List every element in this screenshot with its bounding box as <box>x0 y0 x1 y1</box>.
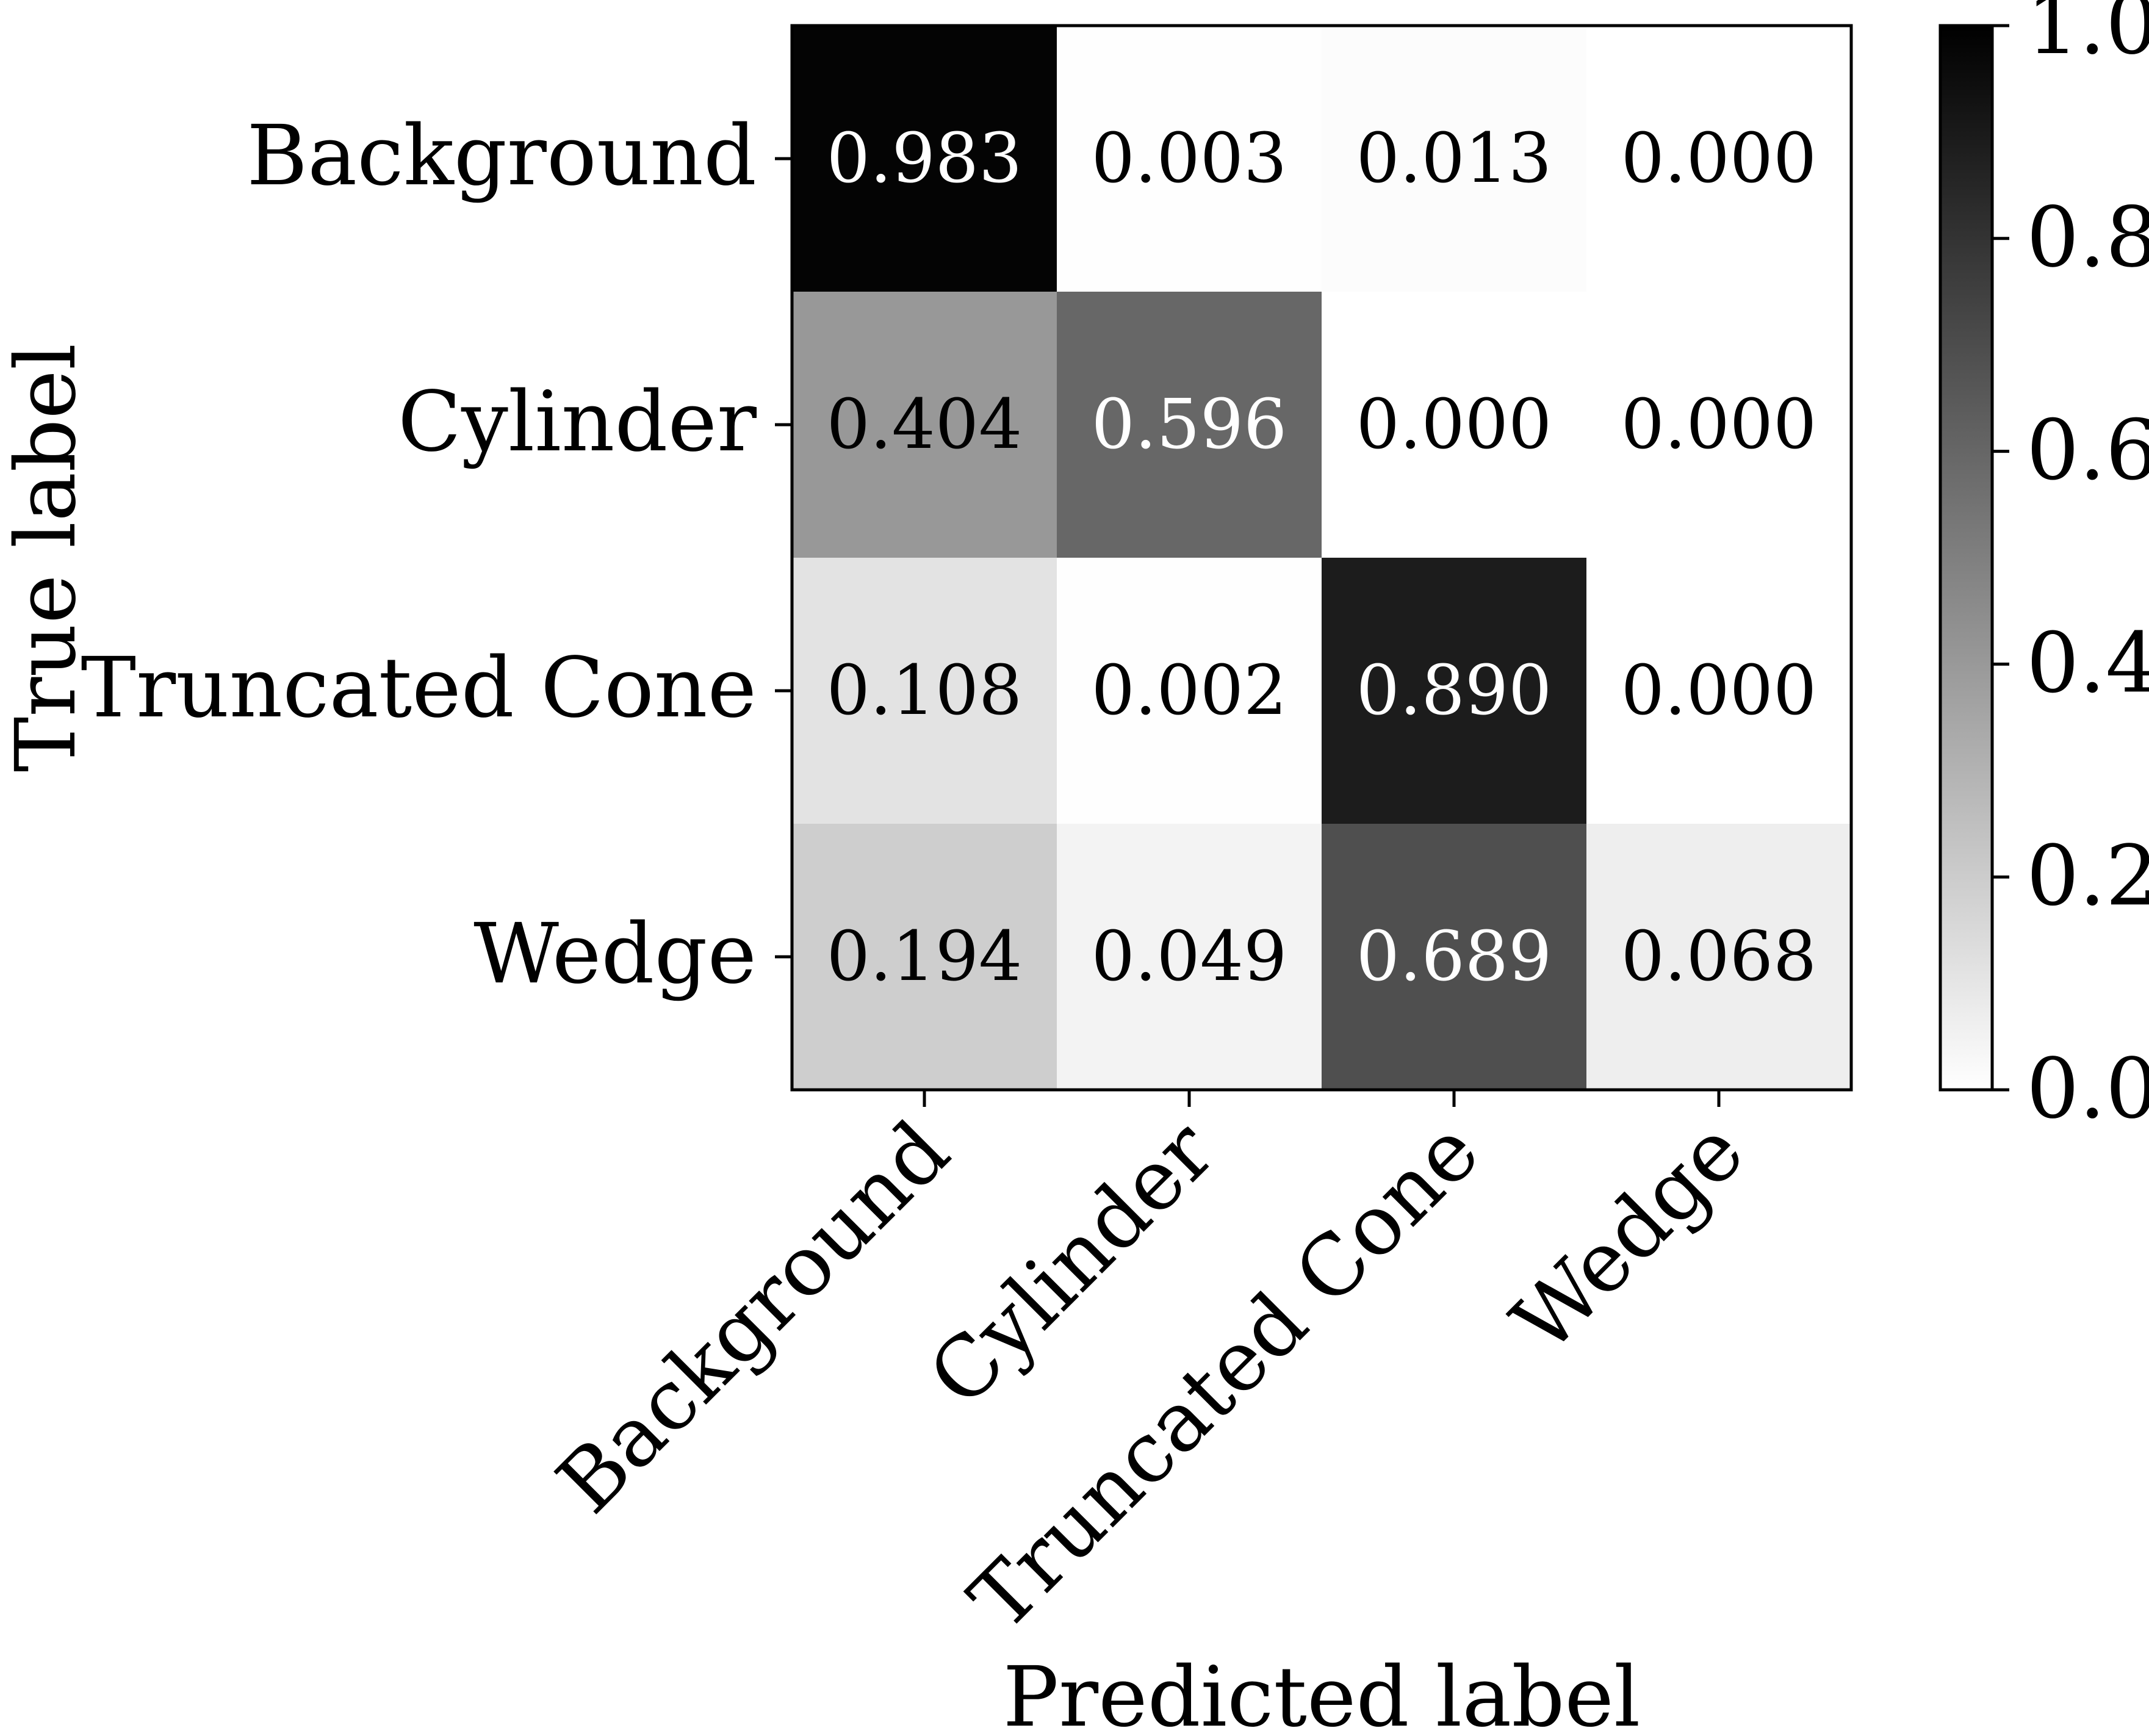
colorbar-tick-label: 0.8 <box>2026 190 2149 286</box>
cell-value-label: 0.596 <box>1092 385 1287 464</box>
cell-value-label: 0.000 <box>1621 385 1817 464</box>
y-tick-label: Truncated Cone <box>81 640 757 737</box>
plot-frame <box>790 24 1853 1092</box>
y-tick-label: Cylinder <box>398 374 757 470</box>
cell-value-label: 0.983 <box>827 119 1023 198</box>
heatmap-cell <box>1057 824 1322 1090</box>
cell-value-label: 0.000 <box>1356 385 1552 464</box>
heatmap-cells <box>792 26 1852 1090</box>
heatmap-cell <box>1322 558 1587 824</box>
colorbar-tick-label: 1.0 <box>2026 0 2149 73</box>
colorbar-tick-label: 0.6 <box>2026 403 2149 499</box>
x-tick-label: Wedge <box>1494 1103 1763 1372</box>
heatmap-cell <box>1057 26 1322 292</box>
cell-value-label: 0.000 <box>1621 119 1817 198</box>
y-tick-label: Background <box>247 108 757 204</box>
heatmap-cell-labels: 0.983 0.003 0.013 0.000 0.404 0.596 0.000 0.000… <box>827 119 1817 996</box>
heatmap-cell <box>1057 558 1322 824</box>
heatmap-cell <box>1322 824 1587 1090</box>
heatmap-cell <box>792 824 1057 1090</box>
colorbar-tick-label: 0.2 <box>2026 828 2149 924</box>
cell-value-label: 0.404 <box>827 385 1023 464</box>
cell-value-label: 0.013 <box>1356 119 1552 198</box>
heatmap-cell <box>1586 26 1852 292</box>
cell-value-label: 0.003 <box>1092 119 1287 198</box>
colorbar-tick-label: 0.0 <box>2026 1041 2149 1137</box>
cell-value-label: 0.689 <box>1356 917 1552 996</box>
heatmap-cell <box>792 292 1057 558</box>
heatmap-cell <box>1322 292 1587 558</box>
cell-value-label: 0.890 <box>1356 651 1552 730</box>
colorbar-axis: 0.0 0.2 0.4 0.6 0.8 1.0 <box>1992 0 2149 1137</box>
heatmap-cell <box>1322 26 1587 292</box>
y-axis: Background Cylinder Truncated Cone Wedge <box>81 108 792 1003</box>
y-axis-title: True label <box>0 344 95 773</box>
x-axis-title: Predicted label <box>1003 1649 1641 1736</box>
heatmap-cell <box>792 26 1057 292</box>
cell-value-label: 0.002 <box>1092 651 1287 730</box>
cell-value-label: 0.194 <box>827 917 1023 996</box>
cell-value-label: 0.049 <box>1092 917 1287 996</box>
cell-value-label: 0.000 <box>1621 651 1817 730</box>
heatmap-cell <box>1057 292 1322 558</box>
y-tick-label: Wedge <box>473 906 757 1003</box>
heatmap-cell <box>792 558 1057 824</box>
colorbar <box>1938 24 1994 1092</box>
heatmap-cell <box>1586 292 1852 558</box>
heatmap-cell <box>1586 824 1852 1090</box>
x-tick-label: Background <box>539 1103 968 1532</box>
cell-value-label: 0.108 <box>827 651 1023 730</box>
cell-value-label: 0.068 <box>1621 917 1817 996</box>
colorbar-tick-label: 0.4 <box>2026 615 2149 711</box>
heatmap-cell <box>1586 558 1852 824</box>
x-tick-label: Truncated Cone <box>951 1103 1497 1649</box>
